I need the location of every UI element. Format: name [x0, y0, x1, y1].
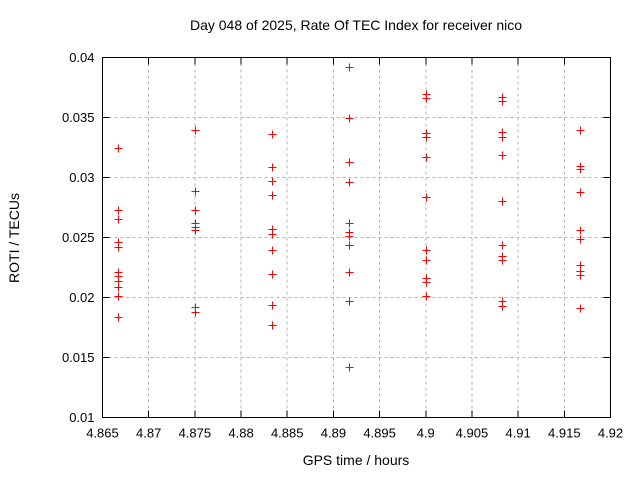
- data-point: [422, 256, 431, 265]
- data-point: [422, 246, 431, 255]
- x-tick-label: 4.885: [271, 426, 304, 441]
- data-point: [114, 144, 123, 153]
- data-point: [498, 97, 507, 106]
- data-point: [114, 243, 123, 252]
- data-point: [576, 226, 585, 235]
- data-point: [576, 235, 585, 244]
- x-tick-label: 4.9: [417, 426, 435, 441]
- data-point: [114, 206, 123, 215]
- chart-title: Day 048 of 2025, Rate Of TEC Index for r…: [189, 17, 523, 33]
- data-point: [191, 308, 200, 317]
- data-point: [268, 163, 277, 172]
- data-point: [268, 191, 277, 200]
- data-point: [345, 241, 354, 250]
- y-tick-label: 0.015: [62, 350, 95, 365]
- y-tick-label: 0.025: [62, 230, 95, 245]
- y-tick-label: 0.04: [69, 50, 94, 65]
- data-point: [268, 301, 277, 310]
- data-point: [422, 133, 431, 142]
- x-tick-label: 4.865: [86, 426, 119, 441]
- data-point: [345, 268, 354, 277]
- x-tick-label: 4.89: [321, 426, 346, 441]
- data-point: [422, 292, 431, 301]
- y-tick-label: 0.01: [69, 410, 94, 425]
- data-point: [422, 278, 431, 287]
- data-point: [191, 206, 200, 215]
- data-point: [191, 187, 200, 196]
- data-point: [422, 94, 431, 103]
- data-point: [268, 270, 277, 279]
- x-tick-label: 4.895: [363, 426, 396, 441]
- x-tick-label: 4.915: [548, 426, 581, 441]
- x-tick-label: 4.91: [505, 426, 530, 441]
- data-point: [191, 126, 200, 135]
- x-tick-label: 4.875: [179, 426, 212, 441]
- y-tick-label: 0.02: [69, 290, 94, 305]
- data-point: [345, 178, 354, 187]
- data-point: [268, 177, 277, 186]
- data-point: [345, 158, 354, 167]
- data-point: [576, 188, 585, 197]
- data-point: [498, 133, 507, 142]
- y-tick-label: 0.03: [69, 170, 94, 185]
- data-point: [576, 165, 585, 174]
- data-point: [114, 313, 123, 322]
- x-tick-label: 4.87: [136, 426, 161, 441]
- data-point: [268, 246, 277, 255]
- data-point: [498, 197, 507, 206]
- data-point: [498, 241, 507, 250]
- data-point: [422, 153, 431, 162]
- data-point: [345, 219, 354, 228]
- x-axis-label: GPS time / hours: [302, 452, 410, 468]
- data-point: [114, 283, 123, 292]
- data-point: [345, 63, 354, 72]
- data-point: [498, 256, 507, 265]
- data-point: [191, 226, 200, 235]
- x-tick-label: 4.88: [228, 426, 253, 441]
- data-point: [114, 292, 123, 301]
- data-point: [422, 193, 431, 202]
- y-axis-label: ROTI / TECUs: [6, 193, 22, 283]
- data-point: [345, 363, 354, 372]
- data-point: [268, 321, 277, 330]
- data-point: [268, 130, 277, 139]
- data-point: [498, 302, 507, 311]
- data-point: [345, 297, 354, 306]
- x-tick-label: 4.92: [598, 426, 623, 441]
- data-point: [498, 151, 507, 160]
- data-point: [576, 271, 585, 280]
- data-point: [114, 215, 123, 224]
- data-point: [268, 230, 277, 239]
- y-tick-label: 0.035: [62, 110, 95, 125]
- data-point: [576, 126, 585, 135]
- data-point: [345, 232, 354, 241]
- x-tick-label: 4.905: [456, 426, 489, 441]
- data-point: [576, 304, 585, 313]
- data-point: [345, 114, 354, 123]
